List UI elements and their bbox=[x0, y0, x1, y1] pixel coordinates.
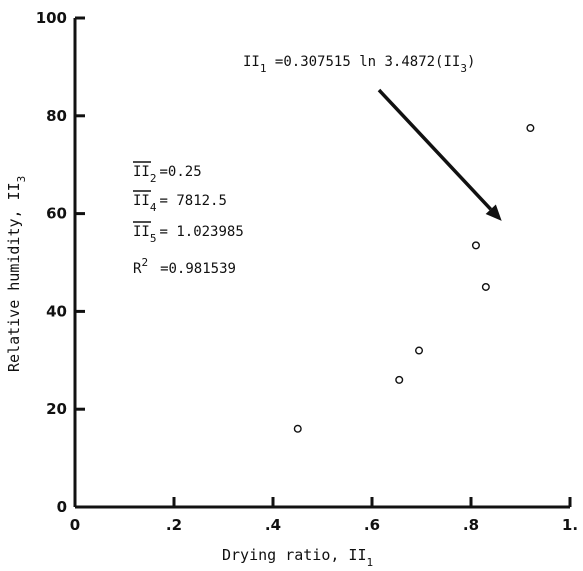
y-tick-label: 40 bbox=[46, 302, 67, 320]
y-tick-label: 20 bbox=[46, 400, 67, 418]
x-tick-label: 0 bbox=[70, 516, 80, 534]
ticks: 0 20 40 60 80 100 0 .2 .4 .6 .8 1. bbox=[36, 9, 578, 534]
data-point bbox=[471, 241, 480, 250]
x-tick-label: .2 bbox=[166, 516, 182, 534]
annotation-arrow-head bbox=[485, 204, 502, 221]
x-axis-label: Drying ratio, II1 bbox=[222, 546, 373, 569]
annotation-arrow bbox=[377, 88, 493, 211]
y-tick-label: 100 bbox=[36, 9, 67, 27]
stats-block: II2 =0.25 II4 = 7812.5 II5 = 1.023985 R2 =0.… bbox=[133, 161, 244, 277]
data-point bbox=[395, 375, 404, 384]
y-tick-label: 0 bbox=[57, 498, 67, 516]
y-tick-label: 80 bbox=[46, 107, 67, 125]
stat-ii4: II4 = 7812.5 bbox=[133, 193, 227, 214]
stat-ii2: II2 =0.25 bbox=[133, 164, 202, 185]
data-point bbox=[293, 424, 302, 433]
axes bbox=[73, 18, 570, 509]
stat-r2: R2 =0.981539 bbox=[133, 256, 236, 277]
fit-equation: II1 =0.307515 ln 3.4872(II3) bbox=[243, 54, 475, 75]
y-tick-label: 60 bbox=[46, 205, 67, 223]
data-point bbox=[481, 282, 490, 291]
x-tick-label: .8 bbox=[463, 516, 479, 534]
data-points bbox=[293, 124, 535, 433]
stat-ii5: II5 = 1.023985 bbox=[133, 224, 244, 245]
data-point bbox=[526, 124, 535, 133]
x-tick-label: 1. bbox=[562, 516, 578, 534]
y-axis-label: Relative humidity, II3 bbox=[5, 176, 28, 372]
x-tick-label: .4 bbox=[265, 516, 281, 534]
x-tick-label: .6 bbox=[364, 516, 380, 534]
data-point bbox=[415, 346, 424, 355]
